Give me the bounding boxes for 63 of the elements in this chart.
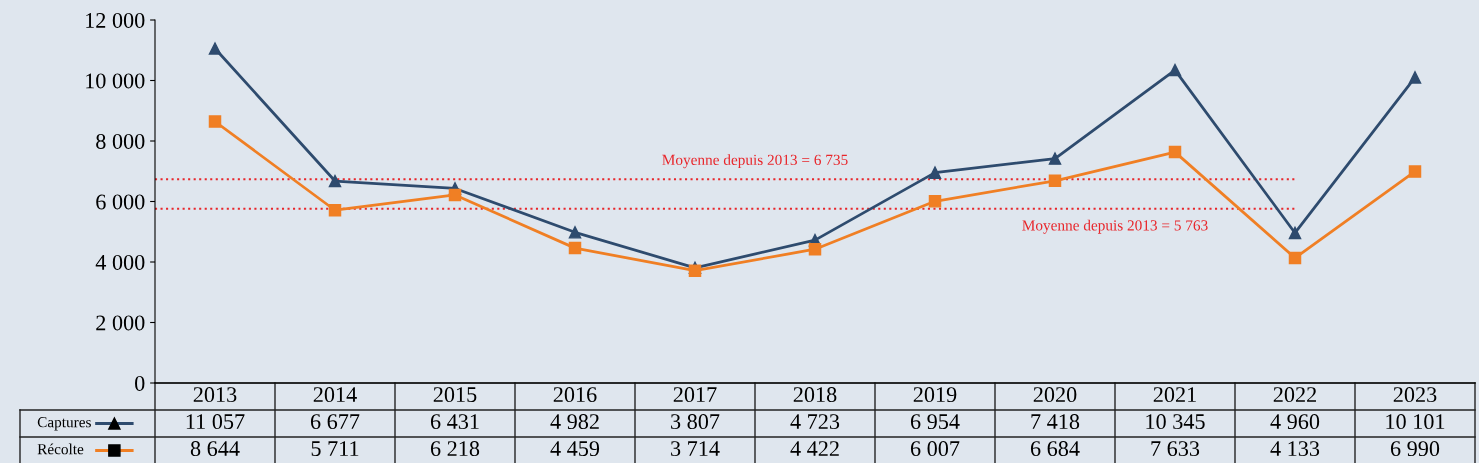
point xyxy=(1168,145,1182,159)
y-tick-label: 2 000 xyxy=(96,315,145,331)
point xyxy=(208,115,222,128)
data-label: 4 459 xyxy=(550,441,600,457)
data-label: 7 418 xyxy=(1031,414,1080,430)
point xyxy=(928,166,942,179)
point xyxy=(808,242,822,256)
point xyxy=(1048,152,1062,165)
point xyxy=(688,264,702,277)
data-label: 6 990 xyxy=(1390,441,1440,457)
x-tick-label: 2019 xyxy=(913,387,957,403)
data-label: 10 101 xyxy=(1386,414,1445,430)
data-label: 8 644 xyxy=(190,441,240,457)
ref-line-label: Moyenne depuis 2013 = 6 735 xyxy=(662,154,848,169)
point xyxy=(328,174,342,188)
x-tick-label: 2022 xyxy=(1273,387,1316,403)
legend-label: Récolte xyxy=(37,443,84,455)
point xyxy=(448,188,462,202)
data-label: 3 807 xyxy=(671,414,720,430)
x-tick-label: 2021 xyxy=(1153,387,1196,403)
data-label: 11 057 xyxy=(186,414,245,430)
y-tick-label: 0 xyxy=(135,375,145,391)
x-tick-label: 2023 xyxy=(1393,387,1437,403)
y-tick-label: 8 000 xyxy=(96,133,145,149)
data-label: 4 960 xyxy=(1270,414,1320,430)
point xyxy=(208,42,222,55)
x-tick-label: 2017 xyxy=(673,387,717,403)
point xyxy=(1048,174,1062,188)
y-tick-label: 10 000 xyxy=(86,73,145,89)
point xyxy=(1408,71,1422,84)
data-label: 5 711 xyxy=(311,441,359,457)
data-label: 6 677 xyxy=(310,414,360,430)
data-label: 3 714 xyxy=(671,441,720,457)
data-label: 6 431 xyxy=(430,414,479,430)
data-label: 4 723 xyxy=(790,414,840,430)
legend-label: Captures xyxy=(37,417,91,431)
point xyxy=(1288,251,1302,265)
data-label: 6 684 xyxy=(1030,441,1080,457)
point xyxy=(568,241,582,255)
data-label: 4 422 xyxy=(790,441,839,456)
x-tick-label: 2020 xyxy=(1033,387,1077,403)
x-tick-label: 2015 xyxy=(433,387,477,403)
y-tick-label: 6 000 xyxy=(96,194,145,210)
point xyxy=(328,203,342,217)
point xyxy=(1168,63,1182,77)
x-tick-label: 2018 xyxy=(793,387,837,403)
point xyxy=(568,226,582,239)
x-tick-label: 2014 xyxy=(313,387,357,403)
data-label: 6 954 xyxy=(910,414,960,430)
data-label: 10 345 xyxy=(1146,414,1205,430)
data-label: 6 218 xyxy=(430,441,480,457)
data-label: 4 133 xyxy=(1270,441,1320,457)
y-tick-label: 4 000 xyxy=(95,254,145,270)
point xyxy=(1408,165,1422,178)
y-tick-label: 12 000 xyxy=(86,12,145,28)
data-label: 7 633 xyxy=(1151,441,1200,457)
x-tick-label: 2016 xyxy=(553,387,597,403)
data-label: 6 007 xyxy=(910,441,960,457)
ref-line-label: Moyenne depuis 2013 = 5 763 xyxy=(1022,219,1208,234)
point xyxy=(1288,226,1302,240)
x-tick-label: 2013 xyxy=(193,387,237,403)
data-label: 4 982 xyxy=(550,414,599,430)
point xyxy=(928,195,942,208)
